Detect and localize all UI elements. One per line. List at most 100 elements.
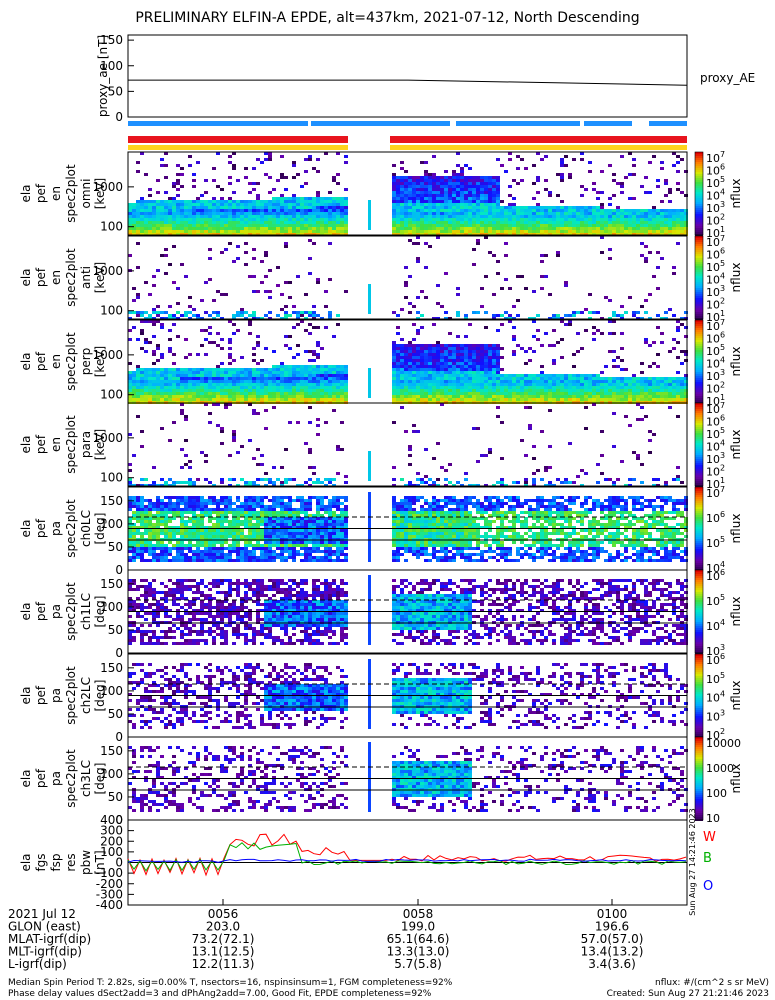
colorbar-tick: 101 bbox=[706, 476, 725, 491]
panel-ylabel: [deg] bbox=[93, 763, 107, 795]
status-bar-blue bbox=[584, 121, 632, 126]
colorbar-tick: 105 bbox=[706, 535, 725, 550]
colorbar-tick: 104 bbox=[706, 439, 725, 454]
panel-frame bbox=[127, 235, 688, 320]
fgs-side-text: Sun Aug 27 14:21:46 2023 bbox=[688, 808, 697, 915]
colorbar-label: nflux bbox=[729, 263, 743, 293]
axis-row-label: 2021 Jul 12 bbox=[8, 907, 76, 921]
fgs-legend: W bbox=[703, 830, 716, 845]
colorbar-label: nflux bbox=[729, 681, 743, 711]
proxy-ae-tick: 0 bbox=[115, 110, 123, 124]
panel-ylabel: spec2plot bbox=[64, 749, 78, 808]
panel-ylabel: ela bbox=[19, 352, 33, 370]
proxy-ae-legend: proxy_AE bbox=[700, 71, 755, 85]
status-bar-blue bbox=[456, 121, 580, 126]
footer-created: Created: Sun Aug 27 21:21:46 2023 bbox=[606, 989, 769, 999]
axis-row-value: 0056 bbox=[208, 907, 239, 921]
colorbar-tick: 106 bbox=[706, 414, 725, 429]
colorbar-label: nflux bbox=[729, 514, 743, 544]
panel-ylabel: en bbox=[49, 437, 63, 452]
panel-tick: 100 bbox=[100, 471, 123, 485]
fgs-ylabel: ela bbox=[19, 853, 33, 871]
colorbar-tick: 102 bbox=[706, 381, 725, 396]
panel-frame bbox=[127, 402, 688, 487]
axis-row-value: 3.4(3.6) bbox=[588, 957, 636, 971]
panel-ylabel: ela bbox=[19, 602, 33, 620]
panel-tick: 0 bbox=[115, 563, 123, 577]
panel-ylabel: ela bbox=[19, 435, 33, 453]
panel-tick: 50 bbox=[108, 707, 123, 721]
panel-ylabel: ch3LC bbox=[79, 760, 93, 797]
panel-ylabel: pef bbox=[34, 267, 48, 287]
panel-ylabel: en bbox=[49, 186, 63, 201]
panel-tick: 150 bbox=[100, 744, 123, 758]
axis-row-value: 73.2(72.1) bbox=[192, 932, 255, 946]
pitch-angle-spectrogram-4 bbox=[128, 492, 688, 562]
panel-ylabel: pef bbox=[34, 601, 48, 621]
colorbar bbox=[694, 402, 704, 487]
colorbar-tick: 107 bbox=[706, 485, 725, 500]
colorbar-tick: 103 bbox=[706, 451, 725, 466]
panel-ylabel: en bbox=[49, 354, 63, 369]
panel-tick: 150 bbox=[100, 577, 123, 591]
colorbar-tick: 101 bbox=[706, 225, 725, 240]
status-bar-blue bbox=[311, 121, 450, 126]
panel-ylabel: spec2plot bbox=[64, 415, 78, 474]
panel-tick: 1000 bbox=[92, 431, 123, 445]
panel-tick: 150 bbox=[100, 494, 123, 508]
fgs-tick: 200 bbox=[100, 834, 123, 848]
fgs-legend: O bbox=[703, 879, 713, 894]
colorbar-tick: 105 bbox=[706, 175, 725, 190]
panel-ylabel: ela bbox=[19, 686, 33, 704]
panel-ylabel: [deg] bbox=[93, 513, 107, 545]
axis-row-value: 199.0 bbox=[401, 920, 435, 934]
fgs-ylabel: res bbox=[64, 853, 78, 871]
proxy-ae-tick: 50 bbox=[108, 84, 123, 98]
colorbar-tick: 102 bbox=[706, 464, 725, 479]
footer-line-2: Phase delay values dSect2add=3 and dPhAn… bbox=[8, 989, 432, 999]
colorbar-tick: 105 bbox=[706, 259, 725, 274]
axis-row-value: 0100 bbox=[597, 907, 628, 921]
energy-spectrogram-3 bbox=[128, 403, 684, 487]
panel-ylabel: pa bbox=[49, 521, 63, 536]
panel-ylabel: pa bbox=[49, 688, 63, 703]
panel-tick: 50 bbox=[108, 623, 123, 637]
panel-tick: 1000 bbox=[92, 264, 123, 278]
panel-ylabel: omni bbox=[79, 179, 93, 209]
fgs-tick: -200 bbox=[96, 877, 123, 891]
fgs-tick: 0 bbox=[115, 856, 123, 870]
axis-row-label: MLT-igrf(dip) bbox=[8, 945, 82, 959]
colorbar bbox=[694, 569, 704, 654]
panel-tick: 0 bbox=[115, 813, 123, 827]
colorbar-tick: 104 bbox=[706, 272, 725, 287]
fgs-tick: 400 bbox=[100, 813, 123, 827]
panel-ylabel: ch2LC bbox=[79, 677, 93, 714]
panel-ylabel: pef bbox=[34, 685, 48, 705]
panel-tick: 100 bbox=[100, 388, 123, 402]
axis-row-value: 65.1(64.6) bbox=[387, 932, 450, 946]
fgs-ylabel: fsp bbox=[49, 853, 63, 871]
panel-ylabel: [keV] bbox=[93, 262, 107, 293]
panel-ylabel: [keV] bbox=[93, 346, 107, 377]
axis-row-value: 0058 bbox=[403, 907, 434, 921]
fgs-trace-o bbox=[127, 858, 687, 863]
fgs-tick: -300 bbox=[96, 887, 123, 901]
proxy-ae-ylabel: proxy_ae [nT] bbox=[96, 35, 110, 117]
panel-tick: 50 bbox=[108, 540, 123, 554]
fgs-ylabel: [nT] bbox=[93, 850, 107, 874]
colorbar bbox=[694, 235, 704, 320]
colorbar-tick: 106 bbox=[706, 163, 725, 178]
colorbar-tick: 104 bbox=[706, 356, 725, 371]
proxy-ae-line-2 bbox=[407, 79, 688, 86]
fgs-ylabel: fgs bbox=[34, 853, 48, 871]
colorbar bbox=[694, 736, 704, 821]
colorbar-tick: 105 bbox=[706, 671, 725, 686]
colorbar bbox=[694, 151, 704, 236]
energy-spectrogram-0 bbox=[128, 152, 688, 236]
colorbar-tick: 104 bbox=[706, 690, 725, 705]
colorbar-tick: 100 bbox=[706, 787, 727, 800]
panel-tick: 150 bbox=[100, 661, 123, 675]
fgs-ylabel: pbw bbox=[79, 850, 93, 875]
axis-row-label: GLON (east) bbox=[8, 920, 81, 934]
